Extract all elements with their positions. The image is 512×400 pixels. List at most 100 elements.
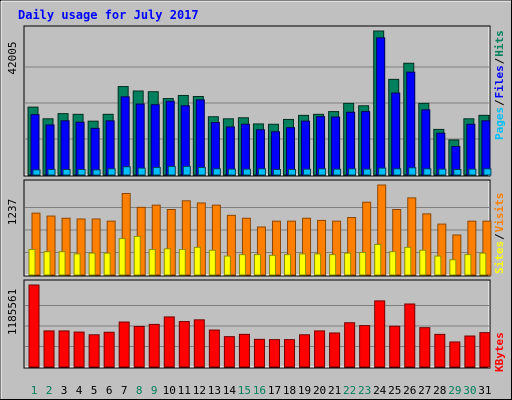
- bar-pages: [47, 169, 56, 176]
- day-label: 4: [76, 384, 83, 397]
- legend-hits-files-pages: Pages / Files / Hits: [493, 30, 506, 140]
- bar-visits: [467, 220, 477, 276]
- bar-visits: [31, 212, 41, 276]
- bar-visits: [302, 217, 312, 276]
- day-label: 18: [283, 384, 296, 397]
- bar-files: [316, 116, 326, 176]
- bar-kbytes: [118, 321, 130, 368]
- day-label: 21: [328, 384, 341, 397]
- bar-sites: [268, 254, 276, 276]
- bar-sites: [404, 246, 412, 276]
- bar-pages: [227, 168, 236, 176]
- bar-sites: [133, 235, 141, 276]
- bar-kbytes: [223, 336, 235, 368]
- bar-visits: [437, 223, 447, 276]
- bar-pages: [182, 165, 191, 176]
- bar-visits: [422, 213, 432, 276]
- bar-sites: [344, 252, 352, 276]
- bar-sites: [103, 252, 111, 276]
- bar-kbytes: [193, 319, 205, 368]
- bar-files: [361, 111, 371, 176]
- bar-pages: [318, 168, 327, 176]
- hits-files-pages-panel: [23, 25, 492, 177]
- bar-pages: [408, 167, 417, 176]
- bar-visits: [121, 193, 131, 276]
- bar-kbytes: [329, 332, 341, 368]
- bar-pages: [363, 168, 372, 176]
- day-label: 2: [46, 384, 53, 397]
- bar-sites: [58, 251, 66, 276]
- bar-sites: [434, 255, 442, 276]
- bar-sites: [253, 254, 261, 276]
- day-label: 11: [178, 384, 191, 397]
- bar-visits: [452, 234, 462, 276]
- legend-sites-visits: Sites / Visits: [493, 193, 506, 274]
- bar-files: [346, 111, 356, 176]
- legend-sites: Sites: [493, 241, 506, 274]
- day-label: 30: [463, 384, 476, 397]
- bar-files: [270, 131, 280, 176]
- max-label-visits: 1237: [6, 199, 19, 226]
- bar-files: [30, 114, 40, 176]
- bar-kbytes: [178, 321, 190, 368]
- bar-files: [150, 104, 160, 176]
- bar-visits: [106, 220, 116, 276]
- bar-sites: [178, 249, 186, 276]
- day-label: 17: [268, 384, 281, 397]
- bar-visits: [166, 209, 176, 276]
- bar-kbytes: [253, 338, 265, 368]
- bar-pages: [288, 169, 297, 176]
- bar-sites: [43, 251, 51, 276]
- bar-sites: [238, 254, 246, 276]
- bar-kbytes: [208, 329, 220, 368]
- bar-visits: [271, 220, 281, 276]
- bar-kbytes: [43, 330, 55, 368]
- bar-sites: [223, 255, 231, 276]
- day-label: 7: [121, 384, 128, 397]
- bar-sites: [464, 254, 472, 276]
- day-label: 22: [343, 384, 356, 397]
- day-label: 20: [313, 384, 326, 397]
- day-label: 8: [136, 384, 143, 397]
- bar-sites: [299, 253, 307, 276]
- max-label-hits: 42005: [6, 41, 19, 74]
- bar-visits: [392, 209, 402, 276]
- bar-pages: [197, 166, 206, 176]
- bar-sites: [389, 251, 397, 276]
- bar-pages: [122, 166, 131, 176]
- bar-kbytes: [299, 334, 311, 368]
- bar-pages: [137, 167, 146, 176]
- day-label: 1: [31, 384, 38, 397]
- bar-files: [60, 120, 70, 176]
- bar-pages: [453, 169, 462, 176]
- bar-files: [255, 129, 265, 176]
- bar-visits: [347, 217, 357, 276]
- legend-hits: Hits: [493, 30, 506, 57]
- bar-kbytes: [133, 325, 145, 368]
- day-label: 31: [478, 384, 491, 397]
- legend-separator: /: [493, 57, 506, 64]
- bar-pages: [92, 169, 101, 176]
- legend-kbytes: KBytes: [493, 332, 506, 372]
- bar-pages: [348, 168, 357, 176]
- day-label: 6: [106, 384, 113, 397]
- bar-files: [331, 116, 341, 176]
- bar-kbytes: [419, 327, 431, 368]
- bar-visits: [362, 201, 372, 276]
- bar-visits: [211, 204, 221, 276]
- day-label: 24: [373, 384, 387, 397]
- bar-files: [165, 100, 175, 176]
- bar-files: [45, 124, 55, 176]
- day-label: 19: [298, 384, 311, 397]
- bar-sites: [148, 249, 156, 276]
- max-label-kbytes: 1185561: [6, 289, 19, 335]
- bar-pages: [423, 168, 432, 176]
- bar-kbytes: [238, 333, 250, 368]
- bar-sites: [329, 254, 337, 276]
- legend-visits: Visits: [493, 193, 506, 233]
- bar-pages: [242, 168, 251, 176]
- bar-kbytes: [449, 341, 461, 368]
- bar-visits: [241, 217, 251, 276]
- bar-kbytes: [479, 332, 491, 368]
